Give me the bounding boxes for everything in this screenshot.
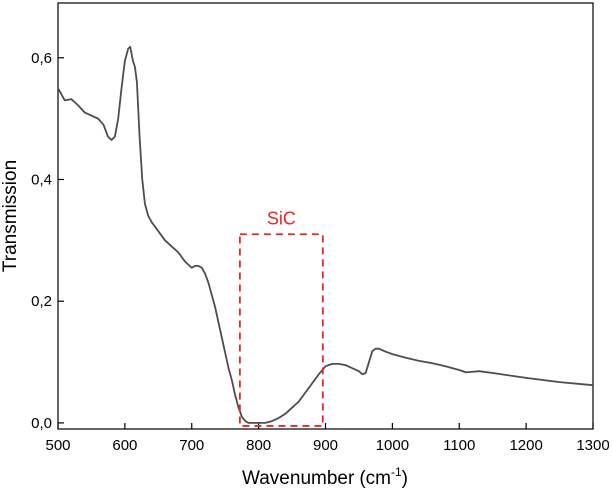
x-tick-label: 800 <box>246 437 271 454</box>
x-axis-title-close: ) <box>402 468 408 489</box>
x-axis-title-main: Wavenumber <box>242 468 355 489</box>
sic-annotation-label: SiC <box>267 208 296 228</box>
x-tick-label: 1000 <box>376 437 409 454</box>
x-tick-label: 1100 <box>443 437 475 454</box>
x-tick-label: 1200 <box>509 437 542 454</box>
sic-annotation-box <box>238 233 324 427</box>
y-axis-ticks <box>58 57 64 424</box>
x-tick-label: 500 <box>45 437 70 454</box>
x-tick-label: 1300 <box>576 437 609 454</box>
x-axis-title-exponent: -1 <box>391 465 402 479</box>
y-tick-label: 0,6 <box>31 50 52 67</box>
y-axis-tick-labels: 0,0 0,2 0,4 0,6 <box>31 50 52 432</box>
x-axis-title-unit: (cm <box>359 468 391 489</box>
series-line <box>57 45 594 424</box>
x-tick-label: 900 <box>313 437 338 454</box>
x-axis-title: Wavenumber (cm-1) <box>242 465 408 489</box>
y-tick-label: 0,2 <box>31 293 52 310</box>
y-tick-label: 0,0 <box>31 415 52 432</box>
x-tick-label: 600 <box>112 437 137 454</box>
x-axis-tick-labels: 500 600 700 800 900 1000 1100 1200 1300 <box>45 437 609 454</box>
plot-frame <box>57 2 594 430</box>
x-axis-ticks <box>57 423 594 429</box>
plot-area <box>57 2 594 430</box>
x-tick-label: 700 <box>179 437 204 454</box>
y-axis-title: Transmission <box>0 160 21 272</box>
y-tick-label: 0,4 <box>31 171 52 188</box>
